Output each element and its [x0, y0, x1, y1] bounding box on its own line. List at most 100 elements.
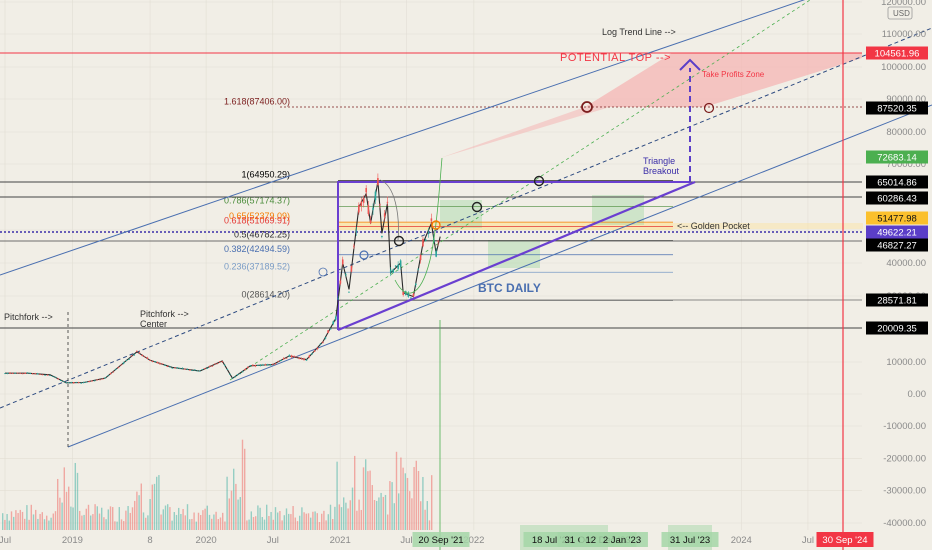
volume-bar	[94, 504, 96, 530]
volume-bar	[123, 521, 125, 530]
price-candle	[41, 374, 44, 376]
price-candle	[257, 364, 259, 366]
price-candle	[82, 382, 85, 383]
price-candle	[244, 368, 247, 371]
price-candle	[327, 330, 329, 333]
price-candle	[282, 358, 285, 360]
volume-bar	[103, 517, 105, 530]
volume-bar	[153, 483, 156, 530]
volume-bar	[140, 483, 142, 530]
price-candle	[392, 269, 394, 273]
volume-bar	[411, 498, 413, 530]
price-candle	[194, 369, 196, 371]
volume-bar	[39, 513, 41, 530]
volume-bar	[30, 504, 32, 530]
volume-bar	[270, 511, 272, 530]
volume-bar	[268, 515, 270, 530]
price-candle	[196, 370, 199, 372]
volume-bar	[281, 520, 283, 530]
y-tick-label: -20000.00	[883, 453, 926, 464]
price-candle	[112, 371, 115, 373]
price-badge	[866, 46, 928, 60]
price-candle	[122, 362, 125, 364]
volume-bar	[230, 490, 233, 530]
price-candle	[277, 360, 280, 362]
x-tick-label: Jul	[267, 535, 279, 546]
triangle-support	[337, 180, 696, 332]
price-candle	[407, 292, 410, 297]
price-candle	[324, 337, 327, 339]
volume-bar	[274, 507, 277, 530]
volume-bar	[391, 482, 393, 530]
price-candle	[348, 291, 350, 293]
golden-pocket-band	[338, 222, 673, 230]
price-badge-label: 87520.35	[877, 104, 917, 115]
volume-bar	[136, 491, 138, 530]
annotation-golden-pocket: <-- Golden Pocket	[677, 221, 750, 231]
volume-bar	[347, 508, 349, 530]
volume-bar	[50, 517, 52, 530]
price-badge	[866, 175, 928, 189]
volume-bar	[41, 512, 43, 530]
fib-level-label: 0.618(51069.91)	[224, 215, 290, 225]
price-candle	[412, 293, 415, 297]
price-candle	[262, 364, 264, 366]
price-candle	[399, 260, 402, 267]
volume-bar	[206, 505, 208, 530]
price-badge-label: 20009.35	[877, 324, 917, 335]
price-candle	[365, 188, 367, 193]
price-candle	[209, 366, 211, 367]
price-candle	[36, 373, 39, 375]
volume-bar	[263, 519, 266, 530]
volume-bar	[57, 478, 59, 530]
volume-bar	[193, 512, 195, 530]
price-candle	[285, 357, 288, 359]
fib-level-label: 0.236(37189.52)	[224, 261, 290, 271]
price-candle	[156, 361, 159, 364]
price-candle	[204, 368, 206, 370]
y-tick-label: -10000.00	[883, 421, 926, 432]
volume-bar	[255, 516, 257, 530]
volume-bar	[307, 513, 310, 530]
volume-bar	[173, 512, 175, 530]
price-candle	[49, 375, 51, 377]
price-candle	[109, 373, 112, 375]
price-candle	[101, 378, 104, 380]
volume-bar	[272, 519, 274, 530]
price-candle	[345, 274, 347, 276]
volume-bar	[413, 467, 415, 530]
y-tick-label: -40000.00	[883, 518, 926, 529]
y-tick-label: 120000.00	[881, 0, 926, 8]
volume-bar	[197, 512, 200, 530]
price-candle	[19, 372, 21, 374]
currency-box[interactable]	[887, 6, 913, 20]
volume-bar	[266, 504, 268, 530]
price-candle	[415, 283, 417, 285]
price-candle	[151, 361, 154, 362]
volume-bar	[112, 507, 114, 530]
y-tick-label: 40000.00	[886, 258, 926, 269]
volume-bar	[222, 512, 224, 530]
price-candle	[234, 376, 236, 378]
volume-bar	[296, 521, 299, 530]
price-candle	[369, 220, 372, 223]
price-candle	[249, 365, 252, 367]
volume-bar	[96, 506, 98, 530]
volume-bar	[116, 521, 118, 530]
volume-bar	[125, 510, 127, 530]
annotation-pitchfork: Pitchfork -->	[4, 312, 53, 322]
x-tick-label: 2021	[330, 535, 351, 546]
volume-bar	[76, 472, 79, 530]
projection-arc	[379, 179, 399, 241]
price-candle	[311, 353, 313, 355]
volume-bar	[259, 507, 261, 530]
price-candle	[70, 382, 72, 384]
price-candle	[133, 354, 136, 356]
volume-bar	[428, 520, 431, 530]
volume-bar	[349, 500, 351, 530]
volume-bar	[415, 460, 417, 530]
volume-bar	[241, 439, 244, 530]
price-candle	[96, 379, 99, 381]
